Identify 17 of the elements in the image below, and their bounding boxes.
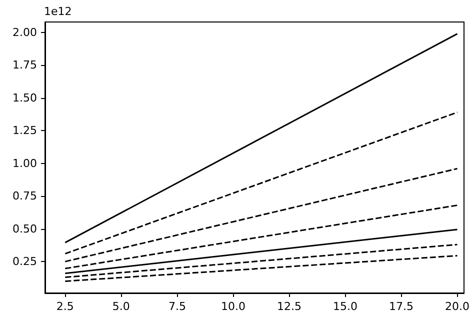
y-tick-label: 1.50 [12,91,37,104]
x-tick-label: 15.0 [332,300,358,313]
y-tick-label: 1.00 [12,156,37,170]
x-tick-label: 7.5 [168,300,186,313]
y-tick-label: 0.75 [12,190,37,203]
y-tick-label: 0.25 [12,255,37,268]
x-tick-label: 5.0 [112,300,130,313]
x-tick-label: 12.5 [276,300,302,313]
y-tick-label: 1.75 [12,58,37,72]
y-tick-label: 2.00 [12,26,37,39]
x-tick-label: 20.0 [445,300,470,313]
y-tick-label: 1.25 [12,124,37,138]
x-tick-label: 2.5 [56,300,74,313]
x-tick-label: 17.5 [389,300,414,313]
y-tick-label: 0.50 [12,222,37,236]
text: 1e12 [44,5,72,18]
x-tick-label: 10.0 [220,300,246,313]
